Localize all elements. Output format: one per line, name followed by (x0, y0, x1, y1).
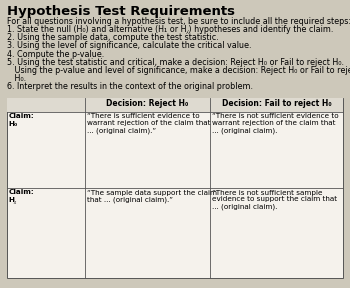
Text: “There is not sufficient evidence to
warrant rejection of the claim that
... (or: “There is not sufficient evidence to war… (212, 113, 339, 134)
Text: Using the p-value and level of significance, make a decision: Reject H₀ or Fail : Using the p-value and level of significa… (7, 66, 350, 75)
Text: “There is sufficient evidence to
warrant rejection of the claim that
... (origin: “There is sufficient evidence to warrant… (87, 113, 210, 134)
Text: Claim:
H₀: Claim: H₀ (8, 113, 34, 126)
Text: H₀.: H₀. (7, 74, 26, 83)
Text: “There is not sufficient sample
evidence to support the claim that
... (original: “There is not sufficient sample evidence… (212, 190, 337, 210)
Text: Claim:
H⁁: Claim: H⁁ (8, 190, 34, 204)
Bar (7, 98, 343, 112)
Text: Decision: Reject H₀: Decision: Reject H₀ (106, 99, 189, 109)
Text: 3. Using the level of significance, calculate the critical value.: 3. Using the level of significance, calc… (7, 41, 252, 50)
Text: 4. Compute the p-value.: 4. Compute the p-value. (7, 50, 104, 58)
Text: For all questions involving a hypothesis test, be sure to include all the requir: For all questions involving a hypothesis… (7, 17, 350, 26)
Text: 5. Using the test statistic and critical, make a decision: Reject H₀ or Fail to : 5. Using the test statistic and critical… (7, 58, 344, 67)
Text: 1. State the null (H₀) and alternative (H₁ or H⁁) hypotheses and identify the cl: 1. State the null (H₀) and alternative (… (7, 25, 333, 34)
Text: 2. Using the sample data, compute the test statistic.: 2. Using the sample data, compute the te… (7, 33, 219, 42)
Text: Decision: Fail to reject H₀: Decision: Fail to reject H₀ (222, 99, 331, 109)
Text: “The sample data support the claim
that ... (original claim).”: “The sample data support the claim that … (87, 190, 217, 203)
Text: 6. Interpret the results in the context of the original problem.: 6. Interpret the results in the context … (7, 82, 253, 91)
Bar (7, 98, 343, 278)
Text: Hypothesis Test Requirements: Hypothesis Test Requirements (7, 5, 235, 18)
